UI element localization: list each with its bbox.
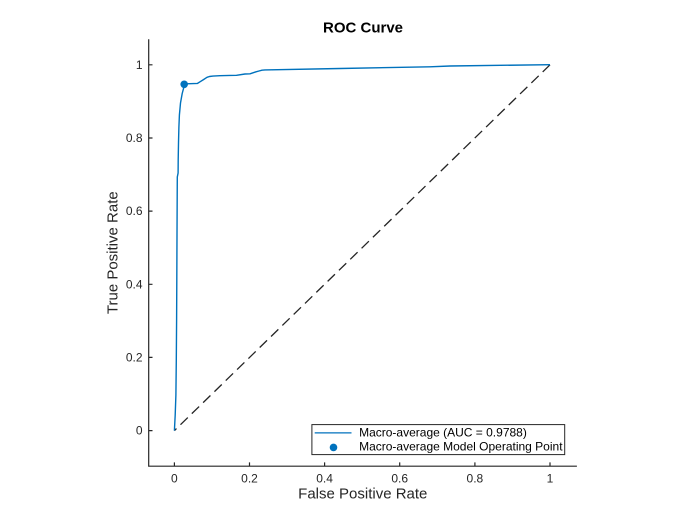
svg-text:0.4: 0.4 [316, 472, 333, 486]
svg-text:0.2: 0.2 [126, 351, 143, 365]
svg-text:0.4: 0.4 [126, 277, 143, 291]
svg-text:0.2: 0.2 [241, 472, 258, 486]
svg-text:0.8: 0.8 [467, 472, 484, 486]
svg-text:0: 0 [171, 472, 178, 486]
svg-text:0.6: 0.6 [126, 204, 143, 218]
svg-text:ROC Curve: ROC Curve [323, 19, 403, 36]
svg-text:False Positive Rate: False Positive Rate [298, 485, 427, 502]
svg-text:0: 0 [136, 424, 143, 438]
svg-text:0.8: 0.8 [126, 131, 143, 145]
svg-text:1: 1 [547, 472, 554, 486]
svg-text:1: 1 [136, 58, 143, 72]
svg-text:0.6: 0.6 [391, 472, 408, 486]
svg-text:Macro-average Model Operating: Macro-average Model Operating Point [359, 440, 563, 454]
svg-text:Macro-average (AUC = 0.9788): Macro-average (AUC = 0.9788) [359, 426, 527, 440]
svg-text:True Positive Rate: True Positive Rate [104, 191, 121, 314]
